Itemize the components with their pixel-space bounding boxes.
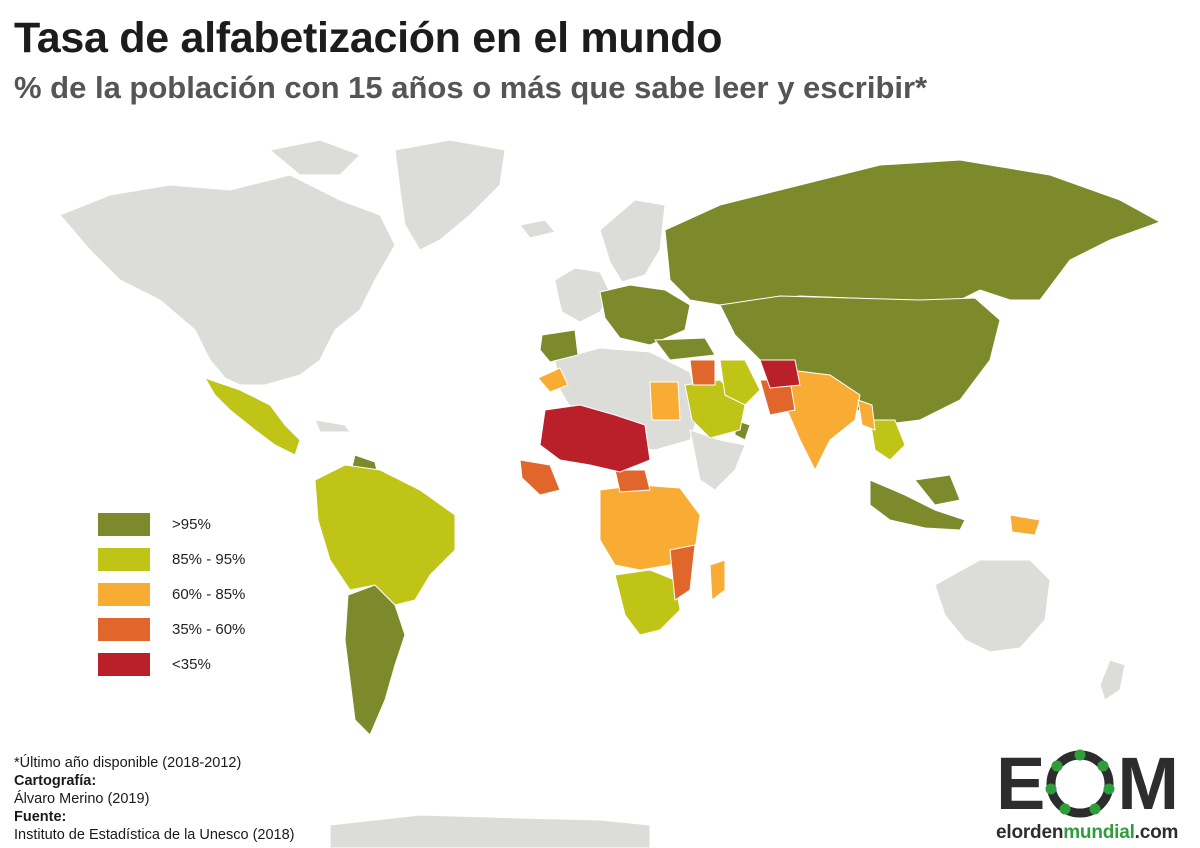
legend-swatch [98, 653, 150, 676]
legend-label: 85% - 95% [172, 551, 246, 568]
region-group-85-95 [203, 359, 906, 636]
region-iran-west [719, 359, 761, 406]
region-antarctica [329, 814, 651, 848]
region-horn-africa [689, 429, 746, 491]
region-caribbean [314, 419, 351, 433]
region-iceland [519, 219, 556, 239]
legend-item: 85% - 95% [98, 542, 245, 577]
region-morocco [537, 367, 569, 393]
region-south-america [314, 464, 456, 606]
region-png [1009, 514, 1041, 536]
region-group-60-85 [537, 367, 1041, 601]
legend-swatch [98, 513, 150, 536]
region-group-35-60 [519, 359, 796, 601]
legend-item: 35% - 60% [98, 612, 245, 647]
logo-letter-m: M [1117, 742, 1179, 825]
source-value: Instituto de Estadística de la Unesco (2… [14, 827, 295, 843]
region-indochina [869, 419, 906, 461]
region-west-africa-coast [519, 459, 561, 496]
logo-letter-e: E [996, 742, 1045, 825]
region-turkey [654, 337, 716, 361]
region-iberia [539, 329, 579, 363]
region-scandinavia [599, 199, 666, 283]
region-east-europe [599, 284, 691, 346]
legend-label: >95% [172, 516, 211, 533]
legend-item: <35% [98, 647, 245, 682]
region-north-america [59, 174, 396, 386]
legend-swatch [98, 583, 150, 606]
footnote: *Último año disponible (2018-2012) [14, 755, 242, 771]
region-madagascar [709, 559, 726, 601]
region-iraq [689, 359, 716, 386]
region-nigeria-cameroon [614, 469, 651, 493]
region-argentina-chile [344, 584, 406, 736]
region-india [784, 369, 861, 472]
region-group-above-95 [344, 159, 1162, 736]
logo-url-suffix: .com [1134, 822, 1179, 843]
legend-item: >95% [98, 507, 245, 542]
region-arctic-islands [268, 139, 361, 176]
region-myanmar [857, 399, 876, 431]
region-malaysia-borneo [914, 474, 961, 506]
footer-credits: *Último año disponible (2018-2012) Carto… [14, 754, 295, 844]
page-title: Tasa de alfabetización en el mundo [14, 14, 723, 62]
region-mozambique [669, 544, 696, 601]
cartography-label: Cartografía: [14, 773, 97, 789]
eom-logo: E M elordenmundial.com [996, 742, 1186, 844]
region-afghanistan [759, 359, 801, 389]
logo-url-prefix: elorden [996, 822, 1064, 843]
logo-globe-icon [1045, 749, 1115, 818]
region-australia [934, 559, 1051, 653]
region-southern-africa [614, 569, 681, 636]
region-greenland [394, 139, 506, 251]
region-new-zealand [1099, 659, 1126, 701]
region-group-below-35 [539, 359, 801, 473]
source-label: Fuente: [14, 809, 67, 825]
legend-swatch [98, 618, 150, 641]
region-egypt [649, 381, 681, 421]
legend-label: 35% - 60% [172, 621, 246, 638]
map-legend: >95% 85% - 95% 60% - 85% 35% - 60% <35% [98, 507, 245, 682]
region-indonesia [869, 479, 966, 531]
legend-item: 60% - 85% [98, 577, 245, 612]
logo-url-accent: mundial [1063, 822, 1135, 843]
legend-label: 60% - 85% [172, 586, 246, 603]
cartography-value: Álvaro Merino (2019) [14, 791, 150, 807]
legend-swatch [98, 548, 150, 571]
region-western-europe [554, 267, 611, 323]
logo-mark: E M [996, 742, 1186, 825]
legend-label: <35% [172, 656, 211, 673]
region-sahel [539, 404, 651, 473]
page-subtitle: % de la población con 15 años o más que … [14, 70, 928, 105]
region-russia [664, 159, 1162, 306]
logo-url: elordenmundial.com [996, 822, 1186, 844]
region-mexico-central-america [203, 377, 301, 456]
